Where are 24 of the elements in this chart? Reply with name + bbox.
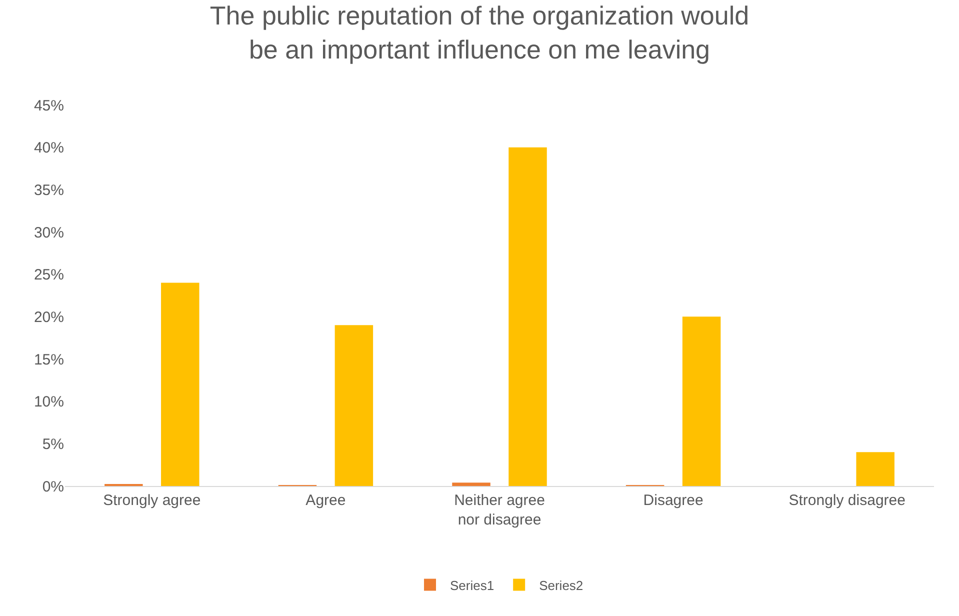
x-tick-label: Strongly disagree bbox=[788, 492, 906, 509]
y-tick-label: 5% bbox=[42, 436, 64, 453]
y-tick-label: 35% bbox=[34, 182, 64, 199]
x-tick-label: Agree bbox=[306, 492, 346, 509]
chart-title: The public reputation of the organization would be an important influence on me leaving bbox=[210, 0, 750, 64]
x-tick-label: Neither agree nor disagree bbox=[454, 492, 545, 528]
bar bbox=[452, 482, 490, 486]
y-tick-label: 20% bbox=[34, 308, 64, 326]
y-tick-label: 15% bbox=[34, 351, 64, 368]
legend-label: Series1 bbox=[450, 578, 494, 593]
y-tick-label: 40% bbox=[34, 140, 64, 157]
y-tick-label: 0% bbox=[42, 478, 64, 496]
y-tick-label: 25% bbox=[34, 266, 64, 284]
bar bbox=[508, 147, 547, 486]
legend-label: Series2 bbox=[539, 578, 584, 593]
bar bbox=[334, 325, 374, 486]
bar bbox=[856, 452, 894, 486]
x-tick-label: Disagree bbox=[643, 492, 704, 509]
y-tick-label: 10% bbox=[34, 394, 64, 411]
y-tick-label: 30% bbox=[34, 224, 64, 242]
y-tick-label: 45% bbox=[34, 97, 64, 114]
bar bbox=[682, 316, 721, 486]
bar bbox=[161, 282, 200, 486]
x-tick-label: Strongly agree bbox=[103, 492, 201, 509]
